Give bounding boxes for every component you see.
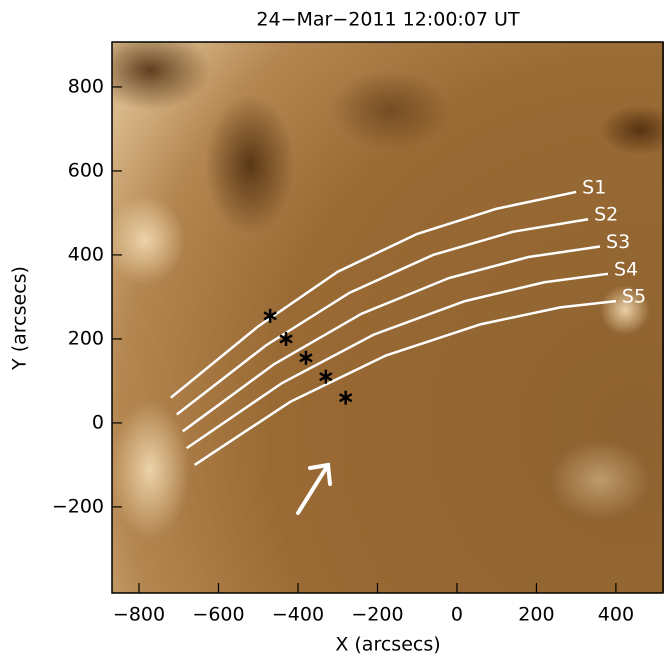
chart-title: 24−Mar−2011 12:00:07 UT (256, 9, 520, 31)
slit-label: S4 (614, 258, 638, 280)
x-tick-label: −800 (113, 604, 165, 626)
slit-label: S2 (594, 204, 618, 226)
x-tick-label: 400 (598, 604, 634, 626)
x-tick-label: 0 (451, 604, 463, 626)
y-tick-label: 0 (92, 411, 104, 433)
x-tick-label: −600 (192, 604, 244, 626)
solar-image (90, 30, 664, 593)
slit-label: S3 (606, 231, 630, 253)
y-tick-label: 600 (68, 159, 104, 181)
y-tick-label: 800 (68, 75, 104, 97)
y-tick-label: 200 (68, 327, 104, 349)
y-tick-label: −200 (52, 495, 104, 517)
x-tick-label: −200 (351, 604, 403, 626)
y-tick-label: 400 (68, 243, 104, 265)
x-axis-label: X (arcsecs) (335, 634, 440, 656)
figure: 24−Mar−2011 12:00:07 UT X (arcsecs) Y (a… (0, 0, 664, 659)
x-tick-label: 200 (518, 604, 554, 626)
x-tick-label: −400 (272, 604, 324, 626)
slit-label: S1 (582, 176, 606, 198)
slit-label: S5 (622, 286, 646, 308)
y-axis-label: Y (arcsecs) (9, 266, 31, 371)
